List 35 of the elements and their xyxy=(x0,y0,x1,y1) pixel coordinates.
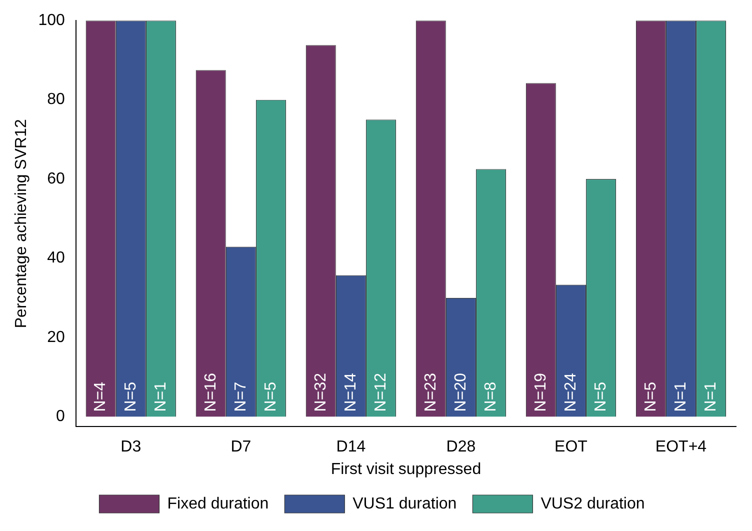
y-axis-title: Percentage achieving SVR12 xyxy=(13,118,30,328)
x-tick-label: D3 xyxy=(120,438,142,456)
y-tick-label: 40 xyxy=(47,250,65,267)
x-tick-label: EOT xyxy=(554,438,588,456)
annotation: N=1 xyxy=(152,382,170,412)
annotation: N=5 xyxy=(642,382,660,412)
x-tick-label: D28 xyxy=(446,438,476,456)
annotation: N=8 xyxy=(482,382,500,412)
annotation: N=19 xyxy=(532,372,550,412)
annotation: N=24 xyxy=(562,372,580,412)
x-axis-title: First visit suppressed xyxy=(330,460,482,478)
annotation: N=23 xyxy=(422,372,440,412)
annotation: N=1 xyxy=(672,382,690,412)
annotation: N=5 xyxy=(122,382,140,412)
x-tick-label: D7 xyxy=(230,438,252,456)
x-tick-label: EOT+4 xyxy=(655,438,707,456)
legend-label: VUS2 duration xyxy=(540,495,645,512)
y-tick-label: 80 xyxy=(47,91,65,108)
y-tick-label: 100 xyxy=(38,12,65,30)
annotation: N=32 xyxy=(312,372,330,412)
annotation: N=20 xyxy=(452,372,470,412)
annotation: N=1 xyxy=(702,382,720,412)
annotation: N=7 xyxy=(232,382,250,412)
annotation: N=12 xyxy=(372,372,390,412)
legend-label: Fixed duration xyxy=(167,495,269,512)
annotation: N=4 xyxy=(92,382,110,412)
annotation: N=16 xyxy=(202,372,220,412)
y-tick-label: 0 xyxy=(56,408,65,426)
legend-label: VUS1 duration xyxy=(352,495,457,512)
annotation: N=14 xyxy=(342,372,360,412)
annotation: N=5 xyxy=(262,382,280,412)
annotation: N=5 xyxy=(592,382,610,412)
y-tick-label: 60 xyxy=(47,170,65,188)
y-tick-label: 20 xyxy=(47,328,65,346)
x-tick-label: D14 xyxy=(336,438,366,456)
